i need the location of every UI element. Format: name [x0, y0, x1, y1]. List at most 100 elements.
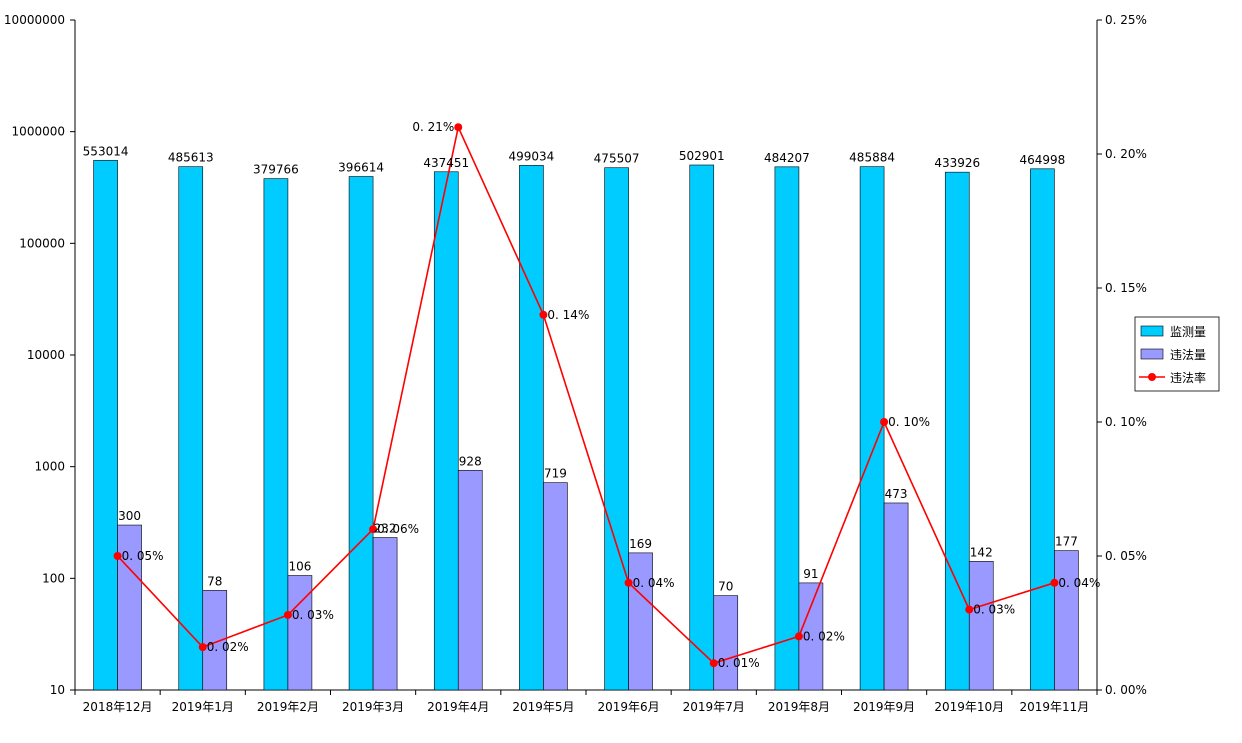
data-label-rate: 0. 02% — [207, 640, 249, 654]
data-label-jiancheliang: 464998 — [1020, 153, 1066, 167]
x-tick-label: 2019年2月 — [257, 700, 319, 714]
rate-point — [539, 310, 548, 319]
x-tick-label: 2019年1月 — [172, 700, 234, 714]
data-label-weifaliang: 91 — [803, 567, 818, 581]
y-left-tick-label: 100000 — [19, 236, 65, 250]
y-right-tick-label: 0. 00% — [1105, 683, 1147, 697]
bar-weifaliang — [1054, 550, 1079, 691]
x-tick-label: 2019年4月 — [427, 700, 489, 714]
bar-jiancheliang — [1030, 168, 1055, 691]
y-left-tick-label: 10 — [50, 683, 65, 697]
y-left-tick-label: 1000 — [34, 460, 65, 474]
data-label-jiancheliang: 437451 — [423, 156, 469, 170]
data-label-rate: 0. 05% — [122, 549, 164, 563]
data-label-rate: 0. 03% — [292, 608, 334, 622]
data-label-weifaliang: 177 — [1055, 535, 1078, 549]
x-tick-label: 2019年10月 — [934, 700, 1004, 714]
bar-weifaliang — [883, 502, 909, 691]
data-label-jiancheliang: 484207 — [764, 151, 810, 165]
x-tick-label: 2019年8月 — [768, 700, 830, 714]
data-label-weifaliang: 70 — [718, 580, 733, 594]
data-label-weifaliang: 232 — [374, 522, 397, 536]
bar-jiancheliang — [178, 166, 204, 691]
bars — [93, 160, 1079, 691]
bar-weifaliang — [287, 575, 313, 691]
data-label-weifaliang: 473 — [885, 487, 908, 501]
data-label-weifaliang: 928 — [459, 454, 482, 468]
bar-jiancheliang — [263, 178, 289, 691]
y-right-tick-label: 0. 05% — [1105, 549, 1147, 563]
data-label-weifaliang: 169 — [629, 537, 652, 551]
data-label-jiancheliang: 485613 — [168, 151, 214, 165]
rate-point — [880, 418, 889, 426]
x-tick-label: 2019年5月 — [512, 700, 574, 714]
x-tick-label: 2019年9月 — [853, 700, 915, 714]
data-label-rate: 0. 06% — [377, 522, 419, 536]
y-right-tick-label: 0. 20% — [1105, 147, 1147, 161]
data-label-weifaliang: 106 — [288, 560, 311, 574]
bar-weifaliang — [543, 482, 568, 691]
y-right-tick-label: 0. 15% — [1105, 281, 1147, 295]
data-label-jiancheliang: 499034 — [509, 149, 555, 163]
bar-jiancheliang — [519, 165, 544, 691]
rate-point — [1050, 578, 1059, 587]
bar-weifaliang — [628, 552, 653, 691]
bar-weifaliang — [968, 561, 994, 691]
data-label-weifaliang: 300 — [118, 509, 141, 523]
rate-point — [624, 578, 633, 587]
rate-line — [113, 123, 1059, 668]
y-right-tick-label: 0. 10% — [1105, 415, 1147, 429]
x-tick-label: 2019年3月 — [342, 700, 404, 714]
y-left-tick-label: 1000000 — [12, 125, 65, 139]
x-tick-label: 2019年11月 — [1020, 700, 1090, 714]
bar-weifaliang — [372, 537, 398, 691]
data-label-jiancheliang: 433926 — [934, 156, 980, 170]
legend-swatch-jiancheliang — [1140, 325, 1164, 337]
bar-weifaliang — [117, 524, 142, 691]
rate-point — [794, 632, 803, 641]
data-label-jiancheliang: 502901 — [679, 149, 725, 163]
rate-point — [369, 525, 378, 534]
rate-point — [283, 610, 292, 619]
legend-marker-weifalv — [1148, 373, 1156, 381]
y-left-tick-label: 100 — [42, 571, 65, 585]
data-label-weifaliang: 78 — [207, 574, 222, 588]
legend-label-weifalv: 违法率 — [1170, 370, 1206, 385]
data-label-jiancheliang: 396614 — [338, 161, 384, 175]
bar-weifaliang — [798, 582, 824, 691]
bar-jiancheliang — [944, 171, 970, 691]
data-label-rate: 0. 02% — [803, 629, 845, 643]
x-tick-label: 2018年12月 — [83, 700, 153, 714]
legend-swatch-weifaliang — [1140, 348, 1164, 360]
bar-jiancheliang — [774, 166, 800, 691]
rate-point — [965, 605, 974, 614]
bar-jiancheliang — [859, 166, 885, 691]
y-right-tick-label: 0. 25% — [1105, 13, 1147, 27]
data-label-rate: 0. 01% — [718, 656, 760, 670]
data-label-jiancheliang: 485884 — [849, 151, 895, 165]
axes: 10 100 1000 10000 100000 1000000 10000000 0. 00… — [4, 13, 1147, 714]
legend-label-weifaliang: 违法量 — [1170, 348, 1206, 362]
bar-weifaliang — [457, 469, 483, 691]
rate-point — [198, 643, 207, 652]
data-label-rate: 0. 04% — [633, 576, 675, 590]
rate-polyline — [116, 124, 1055, 665]
data-label-weifaliang: 142 — [970, 545, 993, 559]
x-tick-label: 2019年6月 — [597, 700, 659, 714]
legend-label-jiancheliang: 监测量 — [1170, 325, 1206, 339]
data-label-jiancheliang: 553014 — [83, 144, 129, 158]
y-left-tick-label: 10000000 — [4, 13, 65, 27]
bar-jiancheliang — [433, 171, 459, 691]
x-tick-label: 2019年7月 — [683, 700, 745, 714]
data-labels: 553014 300 485613 78 379766 106 396614 232 43745… — [83, 120, 1101, 670]
data-label-jiancheliang: 379766 — [253, 163, 299, 177]
bar-jiancheliang — [93, 160, 118, 691]
data-label-rate: 0. 10% — [888, 415, 930, 429]
rate-point — [454, 123, 463, 132]
data-label-rate: 0. 03% — [973, 603, 1015, 617]
rate-point — [709, 659, 718, 668]
rate-point — [113, 552, 122, 560]
data-label-weifaliang: 719 — [544, 467, 567, 481]
